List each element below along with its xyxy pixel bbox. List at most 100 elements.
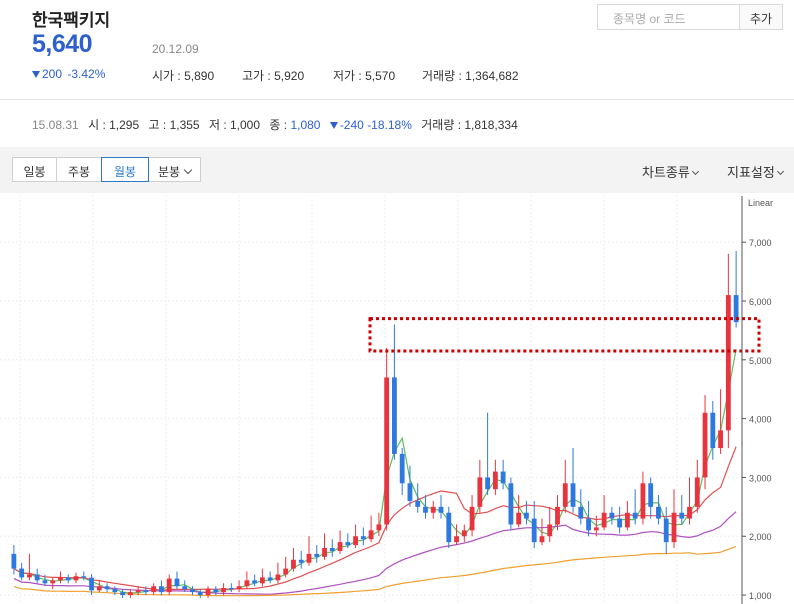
candle-body: [221, 588, 226, 593]
candle-body: [205, 589, 211, 596]
chart-type-menu[interactable]: 차트종류: [642, 162, 699, 181]
candle-body: [228, 588, 234, 590]
y-tick-label: 4,000: [749, 415, 772, 425]
chevron-down-icon: [183, 165, 193, 175]
chart-type-label: 차트종류: [642, 165, 690, 180]
candle-body: [27, 574, 32, 578]
y-axis-ticks: 7,000 6,000 5,000 4,000 3,000 2,000 1,000: [742, 238, 772, 601]
candle-body: [322, 548, 327, 557]
candle-body: [718, 430, 723, 449]
tab-monthly[interactable]: 월봉: [101, 157, 149, 182]
history-volume: 1,818,334: [464, 118, 518, 132]
tab-minute[interactable]: 분봉: [148, 157, 201, 182]
candle-body: [11, 553, 17, 569]
history-open: 1,295: [109, 118, 140, 132]
y-tick-label: 7,000: [749, 238, 772, 248]
candle-body: [275, 574, 281, 581]
candle-body: [438, 506, 444, 513]
down-triangle-icon: [32, 71, 40, 78]
candle-body: [368, 530, 374, 540]
chart-toolbar: 일봉 주봉 월봉 분봉 차트종류 지표설정: [0, 147, 794, 193]
candle-body: [570, 483, 576, 507]
candle-body: [492, 471, 498, 490]
candle-body: [392, 377, 397, 454]
candle-body: [73, 576, 79, 581]
history-close: 1,080: [290, 118, 321, 132]
candle-body: [508, 483, 514, 525]
candle-body: [244, 580, 250, 587]
candle-body: [345, 542, 351, 546]
history-date: 15.08.31: [32, 118, 79, 132]
candle-body: [314, 553, 320, 557]
tab-weekly[interactable]: 주봉: [56, 157, 102, 182]
candle-body: [291, 559, 296, 569]
indicator-menu[interactable]: 지표설정: [727, 162, 784, 181]
candle-body: [586, 518, 591, 531]
history-low-label: 저: [208, 118, 220, 132]
stock-name: 한국팩키지: [32, 11, 111, 30]
candle-body: [127, 592, 133, 596]
candle-body: [555, 506, 560, 525]
chevron-down-icon: [691, 167, 699, 176]
volume-label: 거래량: [422, 69, 456, 83]
candle-body: [710, 412, 716, 449]
ma-line-ma20: [13, 446, 737, 592]
candle-body: [42, 580, 48, 584]
add-button[interactable]: 추가: [739, 4, 783, 30]
price-date: 20.12.09: [152, 42, 199, 56]
candle-body: [151, 586, 157, 593]
candle-body: [96, 586, 102, 591]
candle-body: [89, 577, 94, 591]
candle-body: [337, 542, 343, 551]
candle-body: [213, 589, 219, 593]
candle-body: [687, 506, 692, 519]
current-price: 5,640: [32, 30, 93, 58]
candle-body: [252, 580, 258, 584]
y-tick-label: 2,000: [749, 532, 772, 542]
candle-body: [360, 536, 366, 540]
candle-body: [19, 568, 25, 578]
indicator-label: 지표설정: [727, 165, 775, 180]
history-tooltip-row: 15.08.31 시 : 1,295 고 : 1,355 저 : 1,000 종…: [32, 118, 518, 132]
candle-body: [329, 548, 335, 551]
candle-body: [648, 483, 654, 507]
low-stat: 저가 : 5,570: [333, 69, 396, 83]
candle-body: [454, 536, 459, 543]
candle-body: [306, 553, 312, 563]
highlight-box: [368, 317, 761, 353]
chart-grid: [0, 196, 742, 604]
candle-body: [236, 586, 242, 590]
history-change-percent: -18.18%: [367, 118, 412, 132]
y-tick-label: 6,000: [749, 297, 772, 307]
candle-body: [671, 512, 677, 543]
tab-daily[interactable]: 일봉: [12, 157, 57, 182]
candle-body: [430, 506, 436, 513]
history-high-label: 고: [148, 118, 160, 132]
candle-body: [415, 500, 421, 507]
history-volume-label: 거래량: [421, 118, 455, 132]
history-high: 1,355: [169, 118, 200, 132]
candle-body: [399, 453, 405, 484]
high-stat: 고가 : 5,920: [242, 69, 305, 83]
candle-body: [182, 586, 188, 590]
candle-body: [65, 577, 71, 581]
change-amount: 200: [42, 67, 63, 81]
candle-body: [539, 536, 545, 543]
candle-body: [679, 512, 685, 519]
candle-body: [135, 590, 141, 593]
candle-body: [601, 512, 607, 528]
low-value: 5,570: [365, 69, 396, 83]
candle-body: [376, 524, 382, 531]
candle-body: [461, 530, 467, 537]
search-input[interactable]: 종목명 or 코드: [597, 4, 740, 30]
history-change-amount: -240: [339, 118, 364, 132]
candle-body: [81, 576, 87, 578]
ma-line-ma60: [13, 511, 737, 595]
ma-line-ma120: [13, 546, 737, 597]
candle-body: [500, 471, 506, 484]
candle-body: [446, 512, 452, 543]
candlestick-chart[interactable]: Linear 7,000 6,000 5,000 4,000 3,000 2,000 1,0…: [0, 196, 794, 604]
candle-body: [663, 518, 669, 543]
candle-body: [283, 568, 289, 575]
open-label: 시가: [152, 69, 175, 83]
